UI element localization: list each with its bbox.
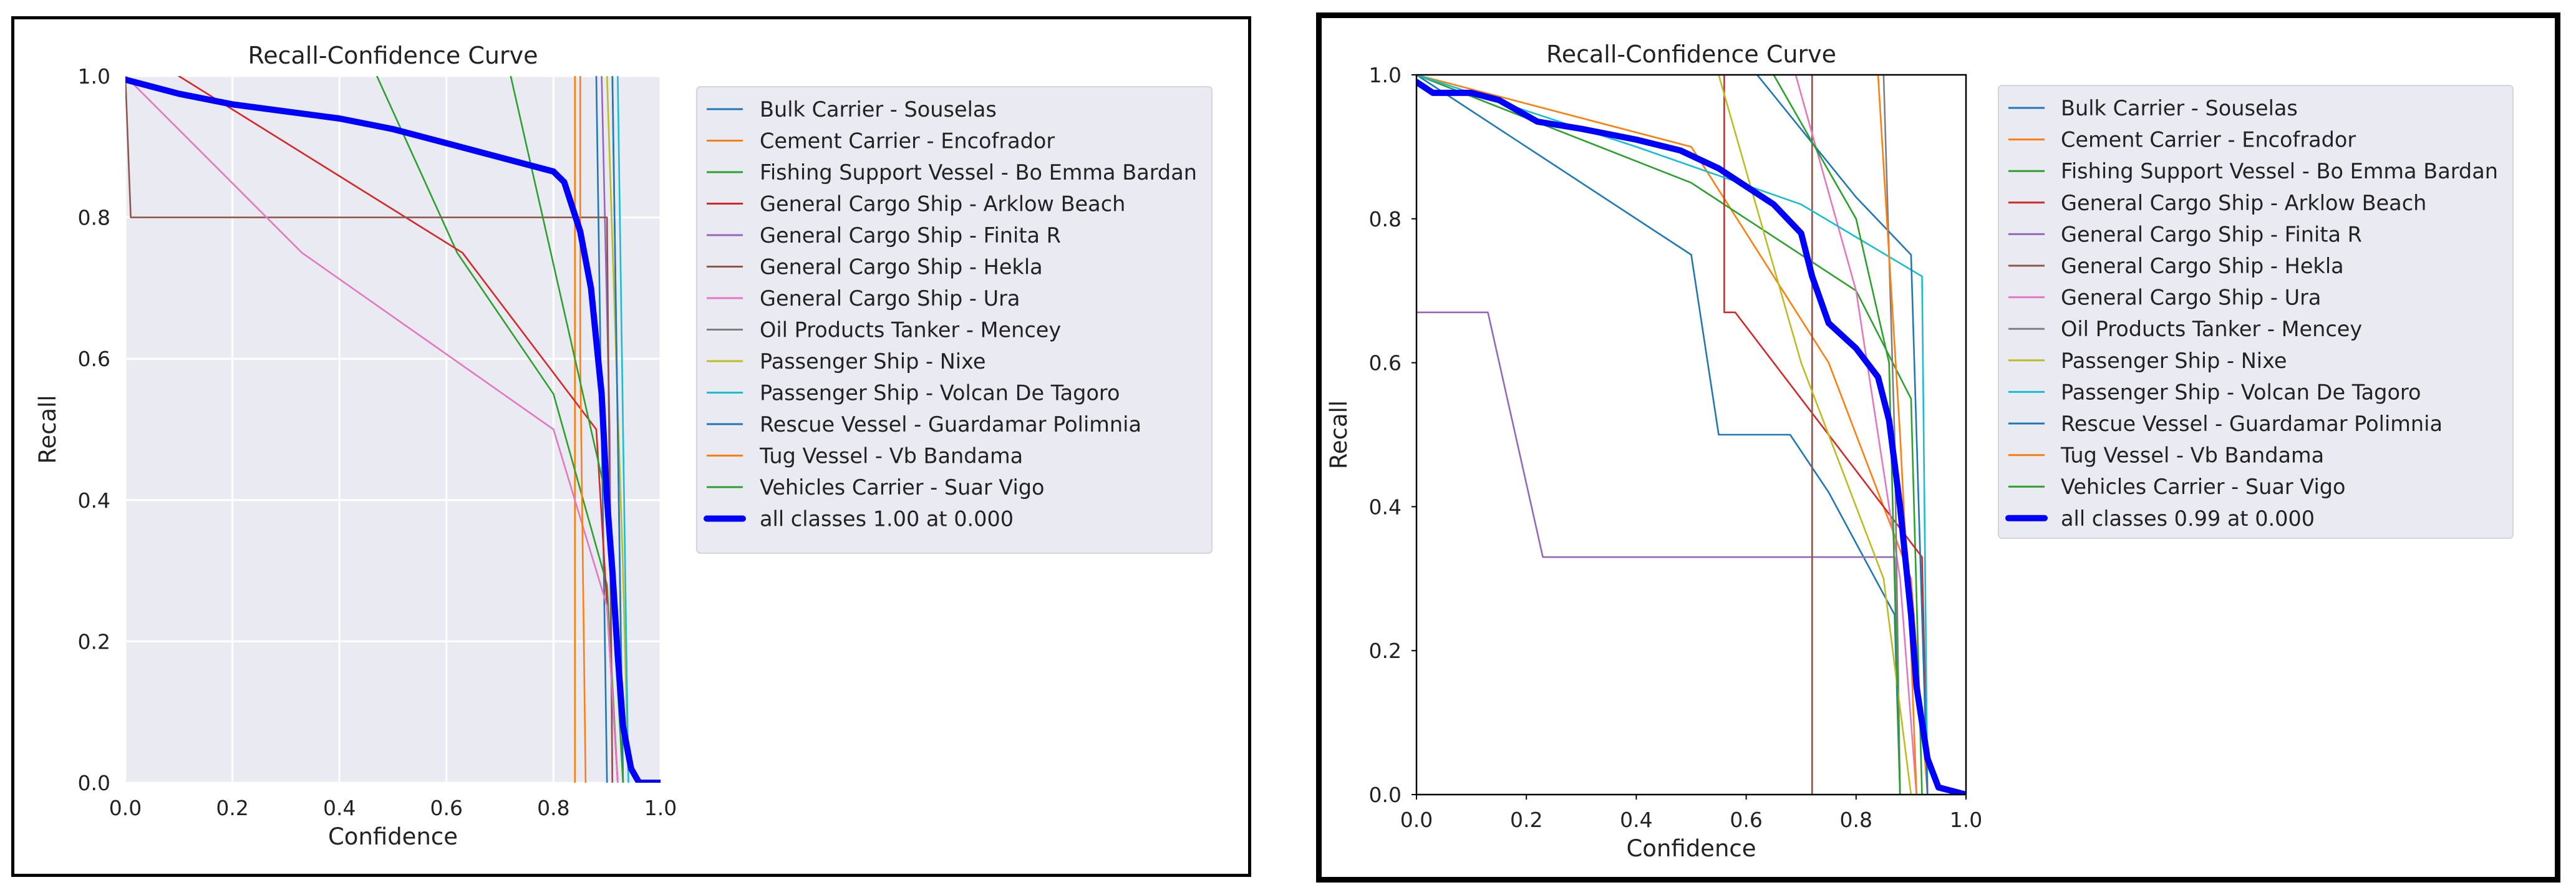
- legend-label: Passenger Ship - Volcan De Tagoro: [2061, 380, 2421, 404]
- y-tick-label: 0.6: [1369, 351, 1402, 375]
- series-line-12: [1773, 75, 1901, 795]
- x-tick-label: 0.8: [537, 796, 569, 820]
- chart-title: Recall-Confidence Curve: [248, 42, 538, 69]
- legend-label: General Cargo Ship - Hekla: [2061, 254, 2344, 278]
- series-group: [1416, 75, 1966, 795]
- legend-label: General Cargo Ship - Finita R: [2061, 222, 2362, 246]
- legend-label: General Cargo Ship - Arklow Beach: [2061, 191, 2426, 215]
- y-tick-label: 0.4: [78, 488, 110, 513]
- plot-frame: [1415, 74, 1967, 796]
- legend-box: [1998, 85, 2514, 539]
- legend-label: Passenger Ship - Nixe: [760, 349, 986, 374]
- x-tick-label: 0.8: [1840, 808, 1872, 832]
- x-tick-label: 0.0: [1400, 808, 1433, 832]
- legend-label: General Cargo Ship - Ura: [760, 286, 1020, 311]
- chart-panel-left: Recall-Confidence Curve 0.0 0.2 0.4 0.6 0.8 1.…: [11, 16, 1251, 877]
- legend-label: Tug Vessel - Vb Bandama: [759, 444, 1023, 468]
- recall-confidence-chart-1: Recall-Confidence Curve 0.0 0.2 0.4 0.6 0.8 1.…: [34, 42, 1213, 850]
- chart-title: Recall-Confidence Curve: [1546, 41, 1836, 68]
- series-line-10: [1756, 75, 1929, 795]
- legend-label: Vehicles Carrier - Suar Vigo: [760, 475, 1045, 500]
- legend-label: Tug Vessel - Vb Bandama: [2060, 443, 2324, 468]
- legend-label: Passenger Ship - Volcan De Tagoro: [760, 381, 1120, 405]
- y-tick-label: 0.2: [78, 629, 110, 654]
- legend-label: Cement Carrier - Encofrador: [760, 129, 1055, 153]
- series-line-6: [1794, 75, 1918, 795]
- plot-area: [125, 76, 661, 783]
- series-group: [125, 76, 661, 783]
- x-tick-label: 0.4: [323, 796, 356, 820]
- legend-label: all classes 0.99 at 0.000: [2061, 506, 2315, 531]
- legend: Bulk Carrier - Souselas Cement Carrier - …: [696, 86, 1213, 554]
- y-tick-label: 0.8: [1369, 207, 1402, 231]
- x-tick-label: 0.6: [1730, 808, 1762, 832]
- legend-label: Fishing Support Vessel - Bo Emma Bardan: [760, 160, 1197, 185]
- series-line-3: [1723, 75, 1929, 795]
- legend-label: General Cargo Ship - Hekla: [760, 255, 1043, 279]
- y-tick-label: 0.6: [78, 347, 110, 371]
- series-line-11: [579, 76, 587, 783]
- recall-confidence-chart-2: Recall-Confidence Curve 0.0 0.2 0.4 0.6 0.8 1.…: [1325, 41, 2514, 862]
- series-line-13: [125, 76, 661, 783]
- legend-box: [696, 86, 1213, 554]
- legend-label: all classes 1.00 at 0.000: [760, 507, 1014, 531]
- legend-label: General Cargo Ship - Arklow Beach: [760, 192, 1125, 216]
- y-tick-label: 0.2: [1369, 639, 1402, 663]
- plot-area: [1416, 75, 1966, 795]
- x-axis-label: Confidence: [328, 823, 458, 850]
- legend-label: Rescue Vessel - Guardamar Polimnia: [2061, 412, 2443, 436]
- x-tick-label: 0.2: [216, 796, 248, 820]
- legend-label: Passenger Ship - Nixe: [2061, 349, 2287, 373]
- y-tick-label: 0.0: [1369, 783, 1402, 807]
- x-tick-label: 1.0: [1950, 808, 1982, 832]
- legend-label: Cement Carrier - Encofrador: [2061, 128, 2356, 152]
- series-line-9: [617, 76, 629, 783]
- x-tick-label: 0.4: [1620, 808, 1652, 832]
- legend-label: Bulk Carrier - Souselas: [760, 97, 997, 122]
- series-line-13: [1416, 79, 1966, 795]
- y-tick-label: 1.0: [78, 64, 110, 89]
- legend-label: General Cargo Ship - Finita R: [760, 223, 1061, 248]
- x-tick-label: 0.2: [1510, 808, 1542, 832]
- legend-label: Oil Products Tanker - Mencey: [2061, 317, 2362, 341]
- x-tick-label: 0.6: [430, 796, 463, 820]
- series-line-6: [125, 76, 619, 783]
- x-tick-label: 0.0: [109, 796, 142, 820]
- y-tick-label: 0.0: [78, 771, 110, 795]
- series-line-0: [1416, 75, 1901, 795]
- y-tick-label: 0.4: [1369, 495, 1402, 519]
- legend-label: General Cargo Ship - Ura: [2061, 286, 2321, 310]
- series-line-7: [1882, 75, 1901, 795]
- legend-label: Rescue Vessel - Guardamar Polimnia: [760, 412, 1141, 437]
- y-axis-label: Recall: [34, 395, 61, 463]
- legend-label: Vehicles Carrier - Suar Vigo: [2061, 475, 2346, 499]
- y-tick-label: 0.8: [78, 206, 110, 230]
- legend-label: Bulk Carrier - Souselas: [2061, 96, 2298, 120]
- chart-panel-right: Recall-Confidence Curve 0.0 0.2 0.4 0.6 0.8 1.…: [1316, 12, 2560, 883]
- y-tick-label: 1.0: [1369, 63, 1402, 87]
- y-axis-label: Recall: [1325, 400, 1352, 469]
- legend-label: Fishing Support Vessel - Bo Emma Bardan: [2061, 159, 2498, 183]
- x-axis-label: Confidence: [1626, 835, 1756, 862]
- legend-label: Oil Products Tanker - Mencey: [760, 318, 1061, 342]
- x-tick-label: 1.0: [644, 796, 677, 820]
- legend: Bulk Carrier - Souselas Cement Carrier - …: [1998, 85, 2514, 539]
